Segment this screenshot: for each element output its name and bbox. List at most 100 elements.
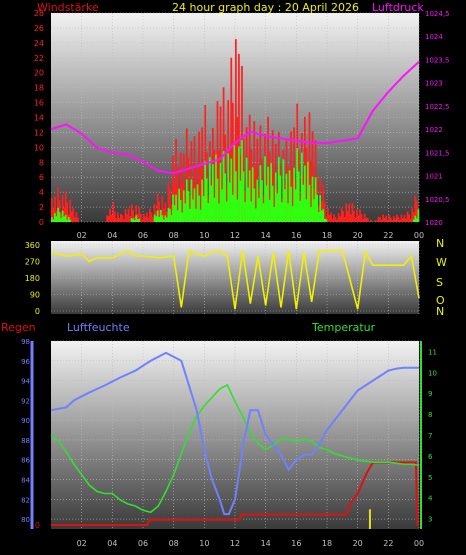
wind-bar [339, 216, 341, 222]
wind-bar [388, 214, 391, 222]
wind-bar [181, 182, 184, 222]
wind-bar [141, 219, 144, 222]
wind-bar [116, 212, 119, 222]
gust-bar [299, 200, 302, 222]
gust-bar [241, 139, 243, 222]
wind-bar [69, 199, 72, 222]
direction-y-tick: 90 [30, 291, 40, 300]
wind-bar [195, 167, 197, 222]
wind-bar [144, 216, 147, 222]
gust-bar [244, 202, 246, 222]
wind-bar [379, 217, 381, 222]
gust-bar [195, 208, 197, 222]
wind-bar [126, 214, 128, 222]
rain-line [51, 461, 419, 526]
wind-bar [51, 198, 53, 222]
gust-bar [184, 203, 187, 222]
wind-bar [216, 101, 219, 222]
wind-bar [369, 219, 372, 222]
wind-bar [236, 117, 239, 222]
gust-bar [236, 199, 239, 222]
gust-bar [235, 171, 237, 222]
gust-bar [231, 194, 234, 222]
pressure-y-tick: 1021 [425, 173, 443, 181]
gust-bar [54, 213, 56, 222]
temperature-y-tick: 5 [428, 474, 432, 482]
wind-bar [230, 57, 233, 223]
gust-bar [210, 185, 213, 222]
wind-y-tick: 20 [34, 69, 44, 78]
gust-bar [225, 201, 228, 222]
wind-bar [172, 155, 174, 222]
temperature-y-tick: 10 [428, 369, 437, 377]
gust-bar [216, 178, 219, 222]
wind-bar [189, 194, 191, 222]
wind-bar [118, 217, 121, 222]
wind-bar [52, 207, 55, 222]
gust-bar [258, 197, 260, 222]
gust-bar [193, 188, 196, 222]
wind-bar [328, 215, 331, 222]
humidity-line [50, 351, 419, 516]
gust-bar [265, 185, 268, 222]
gust-bar [274, 172, 277, 222]
rain-legend-label: Regen [1, 321, 36, 334]
gust-bar [52, 219, 55, 222]
gust-bar [259, 165, 262, 222]
wind-bar [133, 216, 136, 222]
gust-bar [161, 215, 164, 222]
temperature-y-tick: 3 [428, 516, 432, 524]
gust-bar [175, 194, 177, 222]
gust-bar [69, 219, 72, 222]
wind-bar [402, 217, 404, 222]
pressure-y-tick: 1020 [425, 219, 443, 227]
rain-y-tick: 0 [35, 521, 40, 530]
wind-bar [143, 213, 145, 222]
gust-bar [251, 167, 254, 222]
gust-bar [310, 206, 312, 222]
compass-label: O [436, 294, 445, 307]
humidity-y-tick: 94 [21, 378, 30, 386]
wind-bar [363, 213, 366, 222]
gust-bar [325, 219, 328, 222]
gust-bar [60, 218, 62, 222]
wind-y-tick: 8 [39, 158, 44, 167]
wind-bar [405, 218, 407, 222]
wind-bar [138, 207, 141, 222]
wind-bar [268, 151, 271, 222]
gust-bar [63, 216, 65, 222]
temperature-legend-label: Temperatur [311, 321, 376, 334]
gust-bar [267, 166, 269, 222]
compass-label: N [436, 237, 444, 250]
wind-bar [337, 213, 340, 222]
humidity-y-tick: 88 [21, 437, 30, 445]
gust-bar [133, 219, 136, 222]
gust-bar [304, 165, 306, 222]
direction-y-tick-labels: 0 90 180 270 360 [25, 241, 40, 316]
wind-bar [153, 204, 156, 222]
x-tick-label: 12 [230, 539, 240, 548]
direction-line [50, 249, 420, 310]
gust-bar [213, 197, 216, 222]
pressure-y-tick: 1023,5 [425, 56, 450, 64]
gust-bar [135, 215, 138, 222]
gust-bar [170, 215, 173, 222]
wind-bar [391, 220, 394, 222]
x-tick-label: 14 [261, 231, 271, 240]
wind-bar [193, 136, 196, 222]
wind-bar [112, 202, 115, 222]
gust-bar [253, 188, 256, 222]
gust-bar [261, 180, 263, 222]
temperature-y-tick-labels: 3 4 5 6 7 8 9 10 11 [428, 348, 437, 523]
gust-bar [233, 145, 236, 222]
wind-bar [330, 212, 332, 222]
chart-title: 24 hour graph day : 20 April 2026 [172, 1, 359, 14]
wind-bar [162, 208, 165, 222]
wind-bar [77, 217, 79, 222]
x-tick-label: 02 [77, 231, 87, 240]
x-tick-label: 20 [353, 231, 363, 240]
wind-bar [323, 202, 326, 222]
wind-bar [106, 215, 108, 222]
wind-bar [305, 147, 308, 222]
gust-bar [250, 201, 253, 222]
